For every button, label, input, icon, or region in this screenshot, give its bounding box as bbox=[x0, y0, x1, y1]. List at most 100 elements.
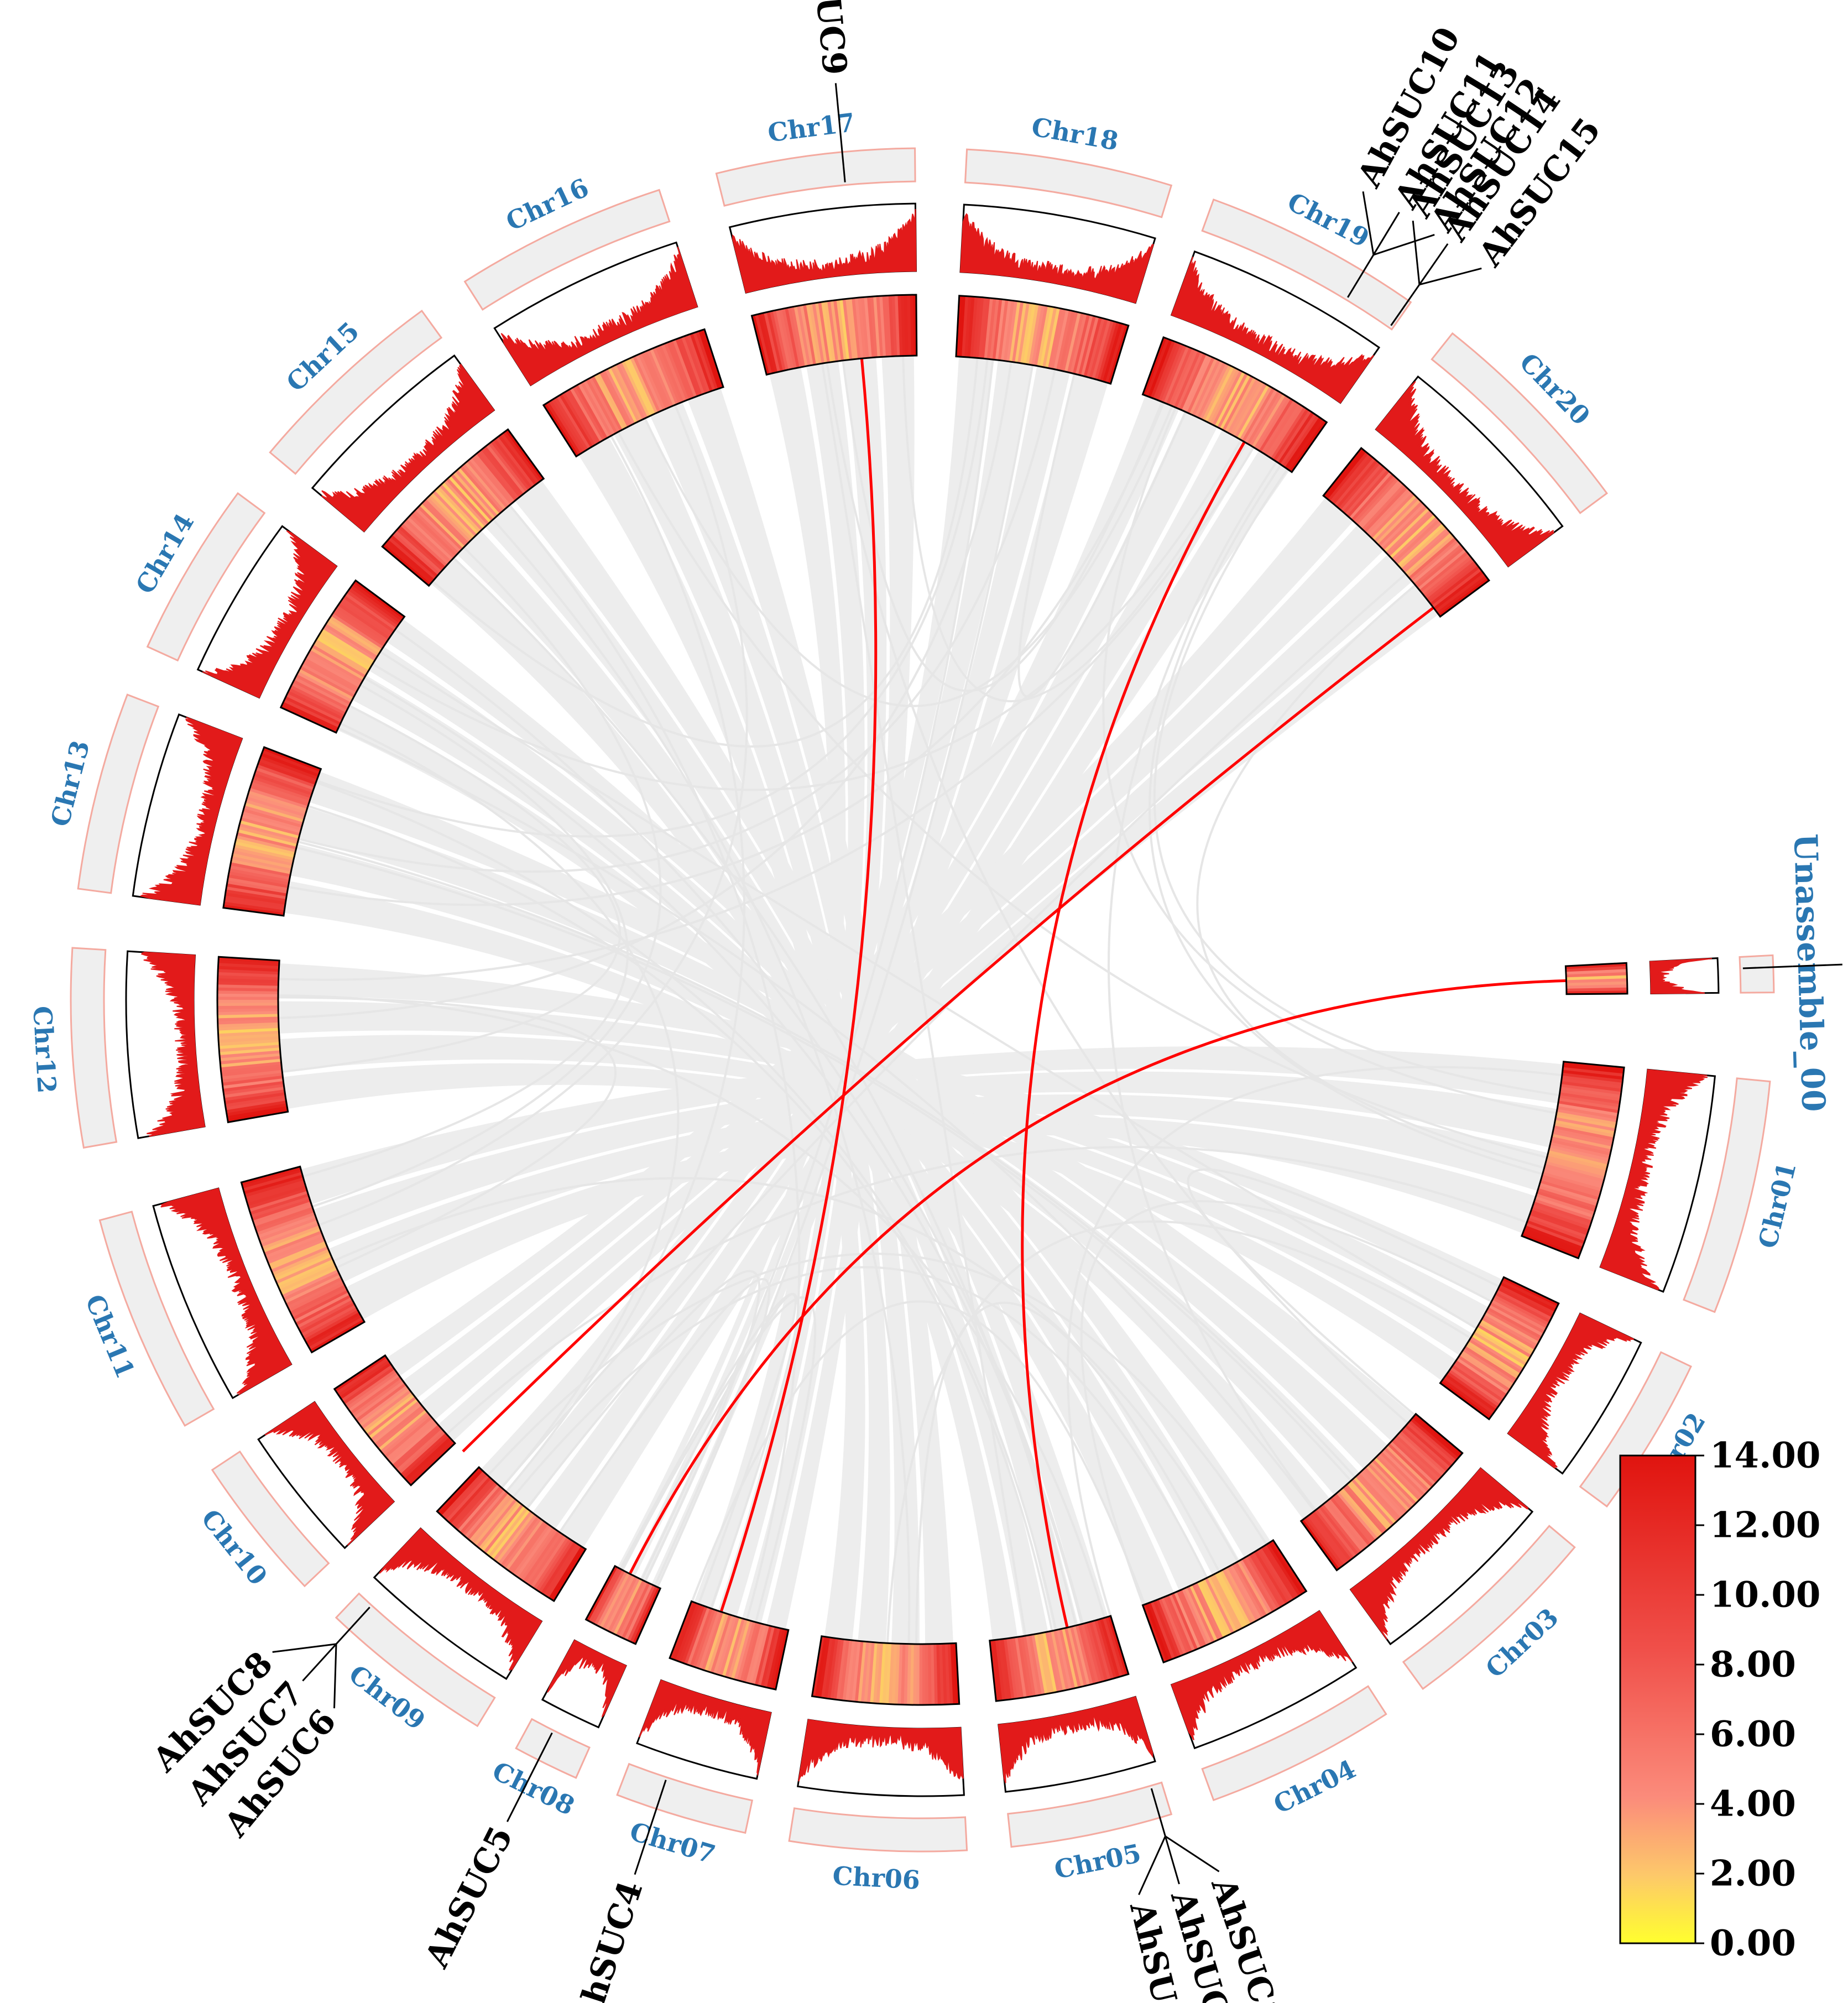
heatmap-cell bbox=[249, 787, 309, 809]
heatmap-cell bbox=[378, 1409, 427, 1451]
density-trace bbox=[1171, 256, 1374, 404]
heatmap-cell bbox=[1441, 1378, 1493, 1417]
heatmap-cell bbox=[613, 364, 643, 421]
chromosome-ideogram-track bbox=[70, 147, 1775, 1853]
heatmap-cell bbox=[332, 610, 386, 647]
heatmap-cell bbox=[406, 1438, 453, 1483]
synteny-link bbox=[902, 356, 1248, 703]
heatmap-cell bbox=[1028, 1635, 1042, 1696]
heatmap-cell bbox=[888, 1643, 895, 1704]
heatmap-cell bbox=[1546, 1155, 1607, 1174]
heatmap-cell bbox=[959, 296, 966, 357]
heatmap-cell bbox=[848, 298, 859, 359]
heatmap-cell bbox=[812, 302, 825, 364]
heatmap-cell bbox=[1484, 1312, 1539, 1345]
heatmap-cell bbox=[1178, 1589, 1207, 1647]
synteny-link bbox=[302, 684, 629, 1178]
density-trace bbox=[202, 530, 337, 698]
heatmap-cell bbox=[242, 1169, 302, 1188]
heatmap-cell bbox=[873, 296, 881, 357]
heatmap-cell bbox=[362, 1391, 413, 1432]
heatmap-cell bbox=[1349, 472, 1392, 520]
heatmap-cell bbox=[287, 690, 344, 720]
heatmap-cell bbox=[864, 296, 873, 358]
heatmap-cell bbox=[992, 299, 1003, 360]
heatmap-cell bbox=[1543, 1166, 1604, 1186]
heatmap-cell bbox=[1376, 499, 1422, 545]
heatmap-cell bbox=[417, 505, 463, 551]
heatmap-cell bbox=[1363, 1467, 1408, 1514]
heatmap-cell bbox=[294, 676, 350, 708]
heatmap-cell bbox=[1089, 319, 1109, 379]
gene-group: AhSUC16 bbox=[1742, 963, 1842, 969]
heatmap-cell bbox=[1552, 1134, 1612, 1150]
synteny-link bbox=[644, 405, 1173, 707]
heatmap-cell bbox=[313, 641, 368, 676]
legend-tick-label: 8.00 bbox=[1710, 1644, 1796, 1686]
heatmap-chr06 bbox=[811, 1635, 960, 1706]
heatmap-cell bbox=[278, 1261, 335, 1290]
heatmap-cell bbox=[672, 339, 697, 398]
heatmap-cell bbox=[897, 1644, 903, 1705]
heatmap-cell bbox=[241, 813, 301, 833]
heatmap-cell bbox=[1174, 351, 1202, 408]
heatmap-cell bbox=[248, 790, 307, 812]
heatmap-chr16 bbox=[542, 328, 724, 458]
heatmap-cell bbox=[1017, 1636, 1030, 1698]
heatmap-cell bbox=[1166, 1595, 1192, 1653]
heatmap-cell bbox=[471, 455, 513, 505]
heatmap-cell bbox=[1419, 551, 1469, 593]
heatmap-cell bbox=[1562, 1070, 1623, 1081]
gene-leader-branch bbox=[1412, 220, 1421, 285]
density-trace bbox=[732, 208, 917, 294]
gene-leader-branch bbox=[506, 1777, 531, 1822]
heatmap-cell bbox=[1048, 308, 1064, 369]
heatmap-cell bbox=[618, 1581, 648, 1638]
heatmap-cell bbox=[1094, 320, 1115, 380]
heatmap-cell bbox=[1158, 343, 1184, 402]
heatmap-cell bbox=[315, 639, 369, 673]
heatmap-cell bbox=[1323, 1502, 1364, 1552]
heatmap-cell bbox=[998, 299, 1009, 361]
heatmap-cell bbox=[1219, 374, 1251, 430]
heatmap-cell bbox=[1153, 341, 1179, 400]
heatmap-cell bbox=[540, 1541, 576, 1595]
heatmap-cell bbox=[476, 451, 518, 501]
heatmap-cell bbox=[827, 1638, 838, 1699]
heatmap-cell bbox=[1454, 1360, 1507, 1397]
heatmap-cell bbox=[1179, 353, 1207, 411]
heatmap-cell bbox=[1270, 1540, 1307, 1593]
heatmap-cell bbox=[257, 764, 316, 787]
heatmap-cell bbox=[689, 1608, 713, 1667]
heatmap-cell bbox=[220, 1052, 281, 1062]
heatmap-cell bbox=[258, 761, 316, 785]
heatmap-cell bbox=[411, 512, 458, 557]
heatmap-cell bbox=[469, 457, 511, 507]
heatmap-cell bbox=[1282, 415, 1320, 468]
heatmap-cell bbox=[1075, 315, 1094, 375]
heatmap-cell bbox=[1347, 470, 1390, 518]
heatmap-frame bbox=[811, 1635, 960, 1706]
heatmap-cell bbox=[956, 295, 963, 357]
synteny-link bbox=[1080, 1200, 1492, 1606]
heatmap-frame bbox=[1439, 1276, 1560, 1421]
heatmap-cell bbox=[359, 1387, 410, 1427]
heatmap-cell bbox=[1460, 1350, 1514, 1387]
heatmap-cell bbox=[1009, 301, 1021, 362]
link-ahsuc13-ahsuc8 bbox=[462, 606, 1434, 1453]
heatmap-cell bbox=[258, 1217, 317, 1242]
heatmap-cell bbox=[1561, 1078, 1622, 1089]
heatmap-cell bbox=[244, 802, 304, 822]
heatmap-cell bbox=[535, 1538, 572, 1592]
heatmap-cell bbox=[394, 1426, 442, 1469]
heatmap-cell bbox=[217, 974, 279, 980]
heatmap-cell bbox=[1006, 1638, 1017, 1699]
gene-leader-branch bbox=[272, 1643, 337, 1653]
synteny-link bbox=[282, 705, 622, 1073]
heatmap-cell bbox=[1145, 1603, 1170, 1662]
heatmap-cell bbox=[613, 1578, 643, 1635]
heatmap-cell bbox=[1011, 1637, 1024, 1698]
heatmap-cell bbox=[426, 496, 472, 543]
heatmap-cell bbox=[1328, 452, 1369, 502]
